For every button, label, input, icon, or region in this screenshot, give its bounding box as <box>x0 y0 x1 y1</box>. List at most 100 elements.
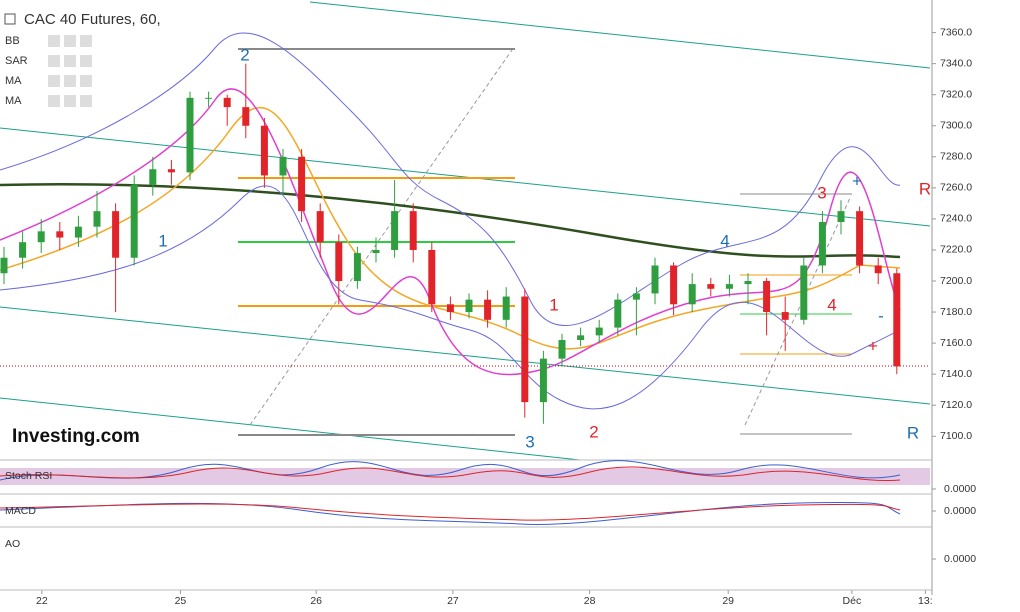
moving-average <box>0 88 901 376</box>
candle-body <box>279 156 287 176</box>
candle-body <box>167 169 175 173</box>
indicator-button[interactable] <box>64 95 76 107</box>
candle-body <box>149 169 157 185</box>
wave-label: 4 <box>827 295 836 314</box>
channel-line <box>309 1 931 69</box>
candle-body <box>800 265 808 320</box>
panel-label: MACD <box>5 505 36 517</box>
main-plot: 7100.0 7120.0 7140.0 7160.0 7180.0 7200.0 7220… <box>0 26 972 607</box>
y-tick-label: 7280.0 <box>940 151 972 163</box>
candle-body <box>521 296 529 403</box>
y-tick-label: 7180.0 <box>940 306 972 318</box>
y-tick-label: 7200.0 <box>940 275 972 287</box>
drawings <box>0 1 931 461</box>
candle-body <box>298 156 306 212</box>
wave-label: + <box>852 171 862 190</box>
indicator-list: BB SAR MA MA <box>5 35 92 107</box>
indicator-button[interactable] <box>80 55 92 67</box>
candle-body <box>893 273 901 367</box>
channel-line <box>0 397 581 461</box>
candle-body <box>186 97 194 173</box>
moving-average <box>0 106 901 350</box>
wave-label: 3 <box>817 183 826 202</box>
candle-body <box>391 211 399 250</box>
y-tick-label: 7220.0 <box>940 244 972 256</box>
wave-label: - <box>878 306 884 325</box>
indicator-button[interactable] <box>48 55 60 67</box>
candle-body <box>484 299 492 320</box>
indicator-button[interactable] <box>80 75 92 87</box>
candle-body <box>670 265 678 305</box>
y-tick-label: 0.0000 <box>944 505 976 517</box>
indicator-button[interactable] <box>64 75 76 87</box>
candle-body <box>353 253 361 282</box>
wave-label: 1 <box>158 231 167 250</box>
wave-label: R <box>919 179 931 198</box>
stoch-line <box>0 460 901 481</box>
candle-body <box>205 97 213 99</box>
chart-title: CAC 40 Futures, 60, <box>24 11 161 28</box>
indicator-button[interactable] <box>80 95 92 107</box>
candle-body <box>130 184 138 258</box>
panel-label: Stoch RSI <box>5 470 52 482</box>
wave-label: + <box>868 336 878 355</box>
indicator-label: BB <box>5 35 20 47</box>
panels: Stoch RSI 0.0000 MACD 0.0000 AO 0.0000 <box>5 470 976 565</box>
indicator-button[interactable] <box>64 55 76 67</box>
candle-body <box>260 125 268 176</box>
wave-label: 4 <box>720 231 729 250</box>
indicator-label: MA <box>5 95 22 107</box>
candle-body <box>56 231 64 238</box>
bollinger-band <box>0 32 901 326</box>
candle-body <box>446 304 454 313</box>
candle-body <box>837 211 845 223</box>
x-tick-label: 25 <box>175 595 187 607</box>
candle-body <box>428 249 436 305</box>
candle-body <box>595 327 603 336</box>
y-tick-label: 7160.0 <box>940 337 972 349</box>
wave-label: 3 <box>525 432 534 451</box>
candle-body <box>93 211 101 227</box>
fib-line <box>249 49 513 426</box>
y-tick-label: 0.0000 <box>944 483 976 495</box>
candle-body <box>818 222 826 266</box>
candle-body <box>409 211 417 250</box>
indicator-button[interactable] <box>64 35 76 47</box>
wave-label: R <box>907 423 919 442</box>
moving-average <box>0 183 901 259</box>
y-tick-label: 7100.0 <box>940 430 972 442</box>
candle-body <box>223 97 231 108</box>
candle-body <box>744 281 752 285</box>
candle-body <box>707 284 715 289</box>
y-tick-label: 0.0000 <box>944 553 976 565</box>
candle-body <box>856 211 864 266</box>
candle-body <box>0 257 8 274</box>
x-tick-label: 29 <box>722 595 734 607</box>
x-tick-label: 26 <box>310 595 322 607</box>
y-tick-label: 7140.0 <box>940 368 972 380</box>
candle-body <box>372 249 380 254</box>
candle-body <box>577 335 585 341</box>
candle-body <box>725 284 733 289</box>
panel-label: AO <box>5 538 20 550</box>
y-tick-label: 7260.0 <box>940 182 972 194</box>
candle-body <box>558 340 566 359</box>
x-tick-label: 22 <box>36 595 48 607</box>
candle-body <box>688 284 696 305</box>
y-tick-label: 7240.0 <box>940 213 972 225</box>
y-tick-label: 7360.0 <box>940 26 972 38</box>
indicator-button[interactable] <box>80 35 92 47</box>
indicator-button[interactable] <box>48 75 60 87</box>
candle-body <box>465 299 473 313</box>
candle-body <box>335 242 343 282</box>
candle-body <box>19 242 27 258</box>
candle-body <box>632 293 640 300</box>
y-tick-label: 7340.0 <box>940 57 972 69</box>
candle-body <box>242 107 250 126</box>
indicator-button[interactable] <box>48 35 60 47</box>
wave-labels: 1 2 3 1 2 3 4 4 3 R R + - + <box>158 45 931 451</box>
candle-body <box>763 281 771 313</box>
menu-icon[interactable] <box>4 13 16 25</box>
indicator-button[interactable] <box>48 95 60 107</box>
